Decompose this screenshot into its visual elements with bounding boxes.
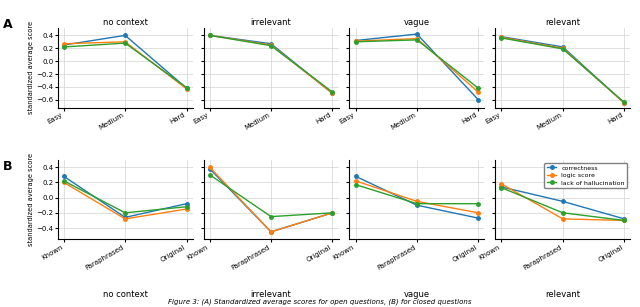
Title: irrelevant: irrelevant	[251, 18, 291, 27]
Title: no context: no context	[102, 18, 148, 27]
X-axis label: irrelevant: irrelevant	[251, 290, 291, 299]
Y-axis label: standardized average score: standardized average score	[28, 153, 34, 246]
Legend: correctness, logic score, lack of hallucination: correctness, logic score, lack of halluc…	[545, 163, 627, 188]
Text: A: A	[3, 18, 13, 31]
Title: relevant: relevant	[545, 18, 580, 27]
Text: B: B	[3, 160, 13, 173]
X-axis label: no context: no context	[102, 290, 148, 299]
X-axis label: relevant: relevant	[545, 290, 580, 299]
X-axis label: vague: vague	[404, 290, 430, 299]
Title: vague: vague	[404, 18, 430, 27]
Text: Figure 3: (A) Standardized average scores for open questions, (B) for closed que: Figure 3: (A) Standardized average score…	[168, 299, 472, 305]
Y-axis label: standardized average score: standardized average score	[28, 21, 33, 114]
